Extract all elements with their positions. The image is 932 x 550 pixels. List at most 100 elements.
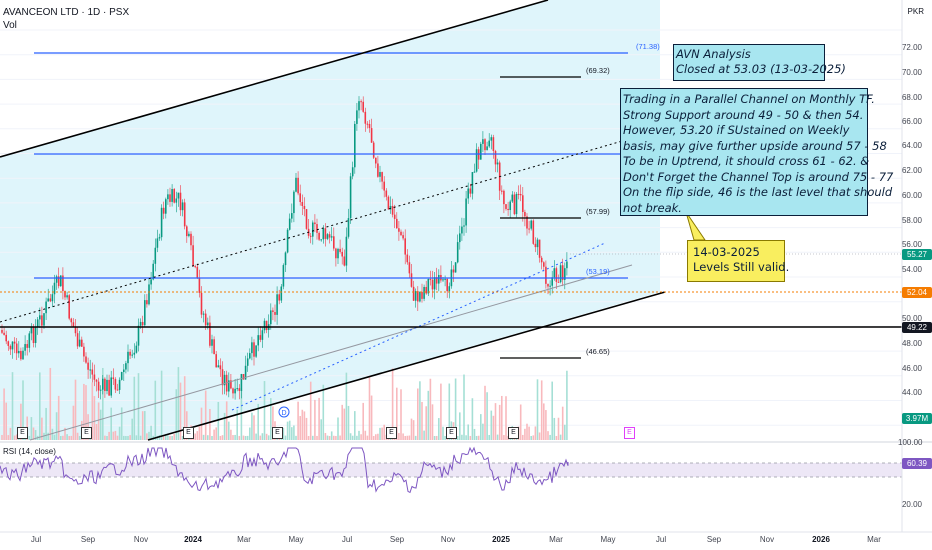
volume-bar	[330, 431, 333, 440]
volume-bar	[553, 417, 556, 440]
trend-line-blue-dotted[interactable]	[231, 242, 606, 411]
volume-bar	[307, 435, 310, 440]
volume-bar	[154, 380, 157, 440]
volume-bar	[391, 368, 394, 440]
volume-bar	[242, 435, 245, 440]
volume-bar	[366, 435, 369, 440]
volume-bar	[179, 382, 182, 440]
candle-body	[368, 124, 371, 129]
volume-bar	[461, 434, 463, 440]
volume-bar	[402, 433, 404, 440]
price-tick: 56.00	[901, 240, 922, 249]
earnings-marker-upcoming[interactable]: E	[624, 427, 635, 439]
volume-bar	[545, 410, 547, 440]
candle-body	[83, 346, 85, 357]
candle-body	[309, 235, 312, 237]
candle-body	[133, 352, 136, 355]
earnings-marker[interactable]: E	[508, 427, 519, 439]
volume-bar	[261, 433, 264, 440]
volume-bar	[120, 407, 123, 440]
candle-body	[557, 281, 560, 283]
channel-bottom-line[interactable]	[147, 291, 666, 441]
earnings-marker[interactable]: E	[183, 427, 194, 439]
volume-bar	[74, 379, 77, 440]
candle-body	[473, 171, 476, 173]
volume-bar	[150, 425, 152, 440]
candle-body	[181, 202, 184, 211]
volume-bar	[15, 434, 18, 440]
volume-bar	[99, 409, 102, 440]
candle-body	[393, 214, 396, 219]
earnings-marker[interactable]: E	[81, 427, 92, 439]
candle-body	[3, 332, 5, 335]
time-tick: Mar	[549, 535, 563, 544]
candle-body	[24, 344, 26, 351]
channel-top-line[interactable]	[0, 0, 549, 158]
candle-body	[45, 301, 47, 314]
candle-body	[278, 294, 280, 301]
earnings-marker[interactable]: E	[446, 427, 457, 439]
earnings-marker[interactable]: E	[272, 427, 283, 439]
rsi-label[interactable]: RSI (14, close)	[3, 447, 56, 456]
price-tick: 66.00	[901, 117, 922, 126]
candle-body	[354, 123, 356, 168]
time-tick: Jul	[655, 535, 667, 544]
volume-bar	[20, 403, 22, 440]
volume-bar	[72, 405, 75, 440]
volume-bar	[557, 417, 560, 440]
volume-bar	[408, 435, 411, 440]
candle-body	[429, 278, 432, 280]
volume-bar	[219, 435, 222, 440]
volume-bar	[312, 435, 314, 440]
candle-body	[509, 201, 511, 211]
volume-bar	[339, 435, 341, 440]
channel-fill	[0, 0, 660, 440]
candlesticks	[1, 96, 568, 400]
volume-bar	[305, 417, 308, 440]
symbol-title[interactable]: AVANCEON LTD · 1D · PSX	[3, 7, 130, 18]
candle-body	[194, 266, 196, 268]
volume-bar	[555, 435, 558, 440]
volume-bar	[196, 431, 199, 440]
volume-bar	[482, 423, 484, 440]
candle-body	[85, 356, 87, 363]
analysis-title-box[interactable]: AVN Analysis Closed at 53.03 (13-03-2025…	[673, 44, 846, 81]
volume-bar	[110, 407, 112, 440]
volume-bar	[536, 379, 539, 440]
candle-body	[423, 286, 425, 299]
candle-body	[167, 194, 169, 200]
volume-bar	[351, 435, 354, 440]
volume-bar	[223, 412, 226, 440]
candle-body	[364, 111, 367, 124]
candle-body	[291, 213, 293, 219]
candle-body	[410, 273, 413, 287]
earnings-marker[interactable]: E	[386, 427, 397, 439]
volume-bar	[272, 406, 274, 440]
volume-bar	[167, 435, 169, 440]
analysis-text-box[interactable]: Trading in a Parallel Channel on Monthly…	[620, 88, 893, 216]
candle-body	[452, 269, 455, 273]
volume-bar	[234, 434, 236, 440]
volume-bar	[30, 417, 33, 440]
level-label-46: (46.65)	[586, 347, 610, 356]
dividend-marker[interactable]	[278, 406, 290, 418]
candle-body	[230, 380, 232, 389]
candle-body	[564, 268, 566, 280]
volume-bar	[177, 367, 180, 440]
candle-body	[519, 194, 522, 196]
trend-line-grey[interactable]	[29, 264, 633, 441]
volume-bar	[11, 372, 14, 440]
candle-body	[32, 327, 35, 344]
candle-body	[412, 286, 415, 301]
candle-body	[95, 379, 98, 382]
candle-body	[280, 286, 283, 301]
volume-bar	[162, 435, 165, 440]
candle-body	[396, 218, 398, 229]
earnings-marker[interactable]: E	[17, 427, 28, 439]
candle-body	[299, 193, 301, 203]
rsi-line	[0, 446, 569, 494]
candle-body	[360, 101, 362, 103]
candle-body	[561, 265, 564, 280]
update-callout[interactable]: 14-03-2025 Levels Still valid.	[687, 240, 789, 282]
